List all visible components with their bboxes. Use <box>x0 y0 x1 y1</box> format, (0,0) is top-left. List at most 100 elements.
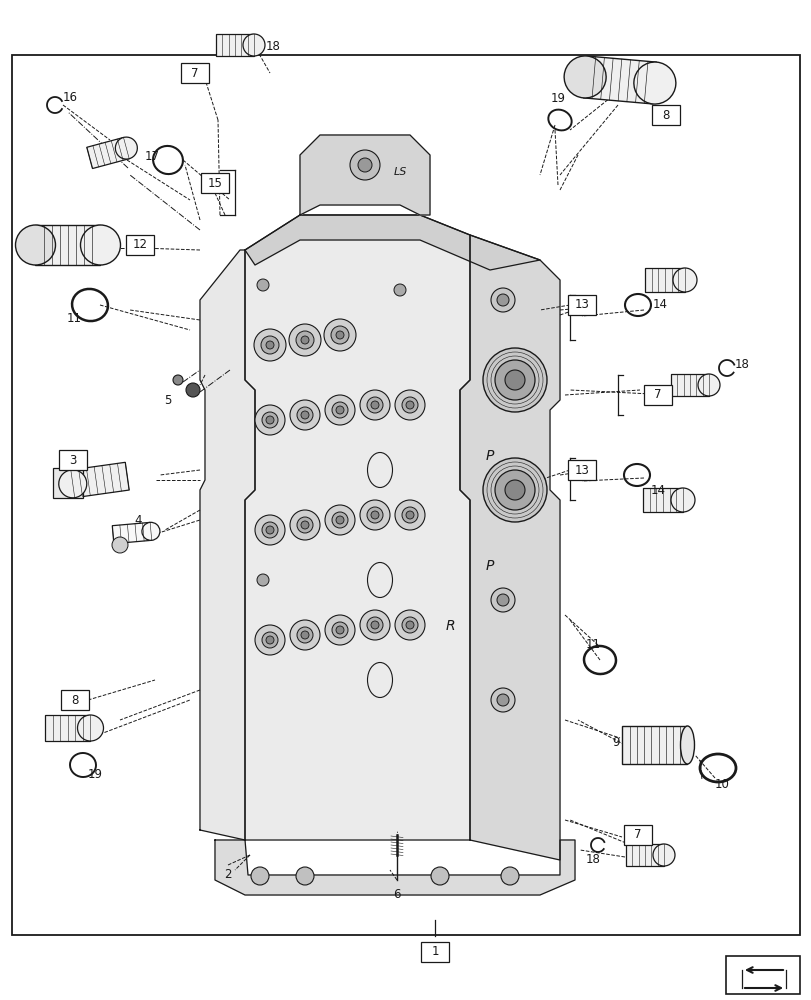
Bar <box>644 268 684 292</box>
Polygon shape <box>245 215 539 270</box>
Text: 19: 19 <box>88 768 102 781</box>
FancyBboxPatch shape <box>12 55 799 935</box>
Circle shape <box>77 715 103 741</box>
FancyBboxPatch shape <box>201 173 229 193</box>
Circle shape <box>359 500 389 530</box>
Text: R: R <box>444 619 454 633</box>
Circle shape <box>697 374 719 396</box>
Circle shape <box>406 401 414 409</box>
Circle shape <box>257 574 268 586</box>
Circle shape <box>301 411 309 419</box>
Circle shape <box>367 617 383 633</box>
FancyBboxPatch shape <box>651 105 679 125</box>
Circle shape <box>336 626 344 634</box>
Circle shape <box>633 62 675 104</box>
Circle shape <box>115 137 137 159</box>
Circle shape <box>296 867 314 885</box>
Circle shape <box>112 537 128 553</box>
Circle shape <box>491 288 514 312</box>
Text: 4: 4 <box>134 514 142 526</box>
Circle shape <box>350 150 380 180</box>
Circle shape <box>359 390 389 420</box>
Circle shape <box>367 507 383 523</box>
Circle shape <box>496 294 508 306</box>
Circle shape <box>15 225 55 265</box>
Text: 8: 8 <box>662 109 669 122</box>
Circle shape <box>290 620 320 650</box>
Circle shape <box>324 505 354 535</box>
Circle shape <box>324 395 354 425</box>
FancyBboxPatch shape <box>568 460 595 480</box>
Circle shape <box>257 279 268 291</box>
Text: 13: 13 <box>574 464 589 477</box>
Circle shape <box>406 621 414 629</box>
Text: 19: 19 <box>550 92 564 105</box>
Text: 18: 18 <box>585 853 599 866</box>
Circle shape <box>301 336 309 344</box>
Circle shape <box>58 470 87 498</box>
Circle shape <box>367 397 383 413</box>
Circle shape <box>290 400 320 430</box>
Circle shape <box>255 625 285 655</box>
FancyBboxPatch shape <box>643 385 672 405</box>
Circle shape <box>358 158 371 172</box>
Circle shape <box>332 622 348 638</box>
Circle shape <box>500 867 518 885</box>
Circle shape <box>491 688 514 712</box>
FancyBboxPatch shape <box>568 295 595 315</box>
Bar <box>216 34 254 56</box>
Circle shape <box>301 631 309 639</box>
Bar <box>622 726 687 764</box>
Circle shape <box>242 34 264 56</box>
Text: 17: 17 <box>144 150 159 163</box>
Circle shape <box>672 268 696 292</box>
Circle shape <box>652 844 674 866</box>
Circle shape <box>142 522 160 540</box>
Circle shape <box>393 284 406 296</box>
Circle shape <box>504 370 525 390</box>
Circle shape <box>495 470 534 510</box>
Polygon shape <box>200 250 255 840</box>
Circle shape <box>371 511 379 519</box>
Circle shape <box>173 375 182 385</box>
Text: 15: 15 <box>208 177 222 190</box>
Text: P: P <box>485 449 494 463</box>
Circle shape <box>332 512 348 528</box>
Circle shape <box>496 594 508 606</box>
Circle shape <box>266 341 273 349</box>
Circle shape <box>251 867 268 885</box>
Polygon shape <box>460 235 560 860</box>
Circle shape <box>336 406 344 414</box>
Circle shape <box>504 480 525 500</box>
Circle shape <box>289 324 320 356</box>
Text: 14: 14 <box>650 484 665 496</box>
Circle shape <box>332 402 348 418</box>
Bar <box>112 522 152 544</box>
FancyBboxPatch shape <box>53 468 83 498</box>
Circle shape <box>401 507 418 523</box>
Circle shape <box>495 360 534 400</box>
Bar <box>71 462 129 498</box>
Text: 11: 11 <box>585 639 600 652</box>
Circle shape <box>371 401 379 409</box>
Text: LS: LS <box>393 167 406 177</box>
Text: 13: 13 <box>574 298 589 312</box>
Circle shape <box>255 405 285 435</box>
Bar <box>642 488 682 512</box>
Circle shape <box>394 500 424 530</box>
Text: 8: 8 <box>71 694 79 706</box>
Circle shape <box>254 329 285 361</box>
Circle shape <box>336 516 344 524</box>
Circle shape <box>290 510 320 540</box>
Circle shape <box>331 326 349 344</box>
Polygon shape <box>299 135 430 215</box>
Circle shape <box>401 397 418 413</box>
Text: 18: 18 <box>734 359 749 371</box>
Text: 1: 1 <box>431 945 438 958</box>
Ellipse shape <box>680 726 693 764</box>
Circle shape <box>296 331 314 349</box>
Text: 3: 3 <box>69 454 76 466</box>
Circle shape <box>80 225 120 265</box>
Text: 16: 16 <box>62 91 77 104</box>
Circle shape <box>266 526 273 534</box>
